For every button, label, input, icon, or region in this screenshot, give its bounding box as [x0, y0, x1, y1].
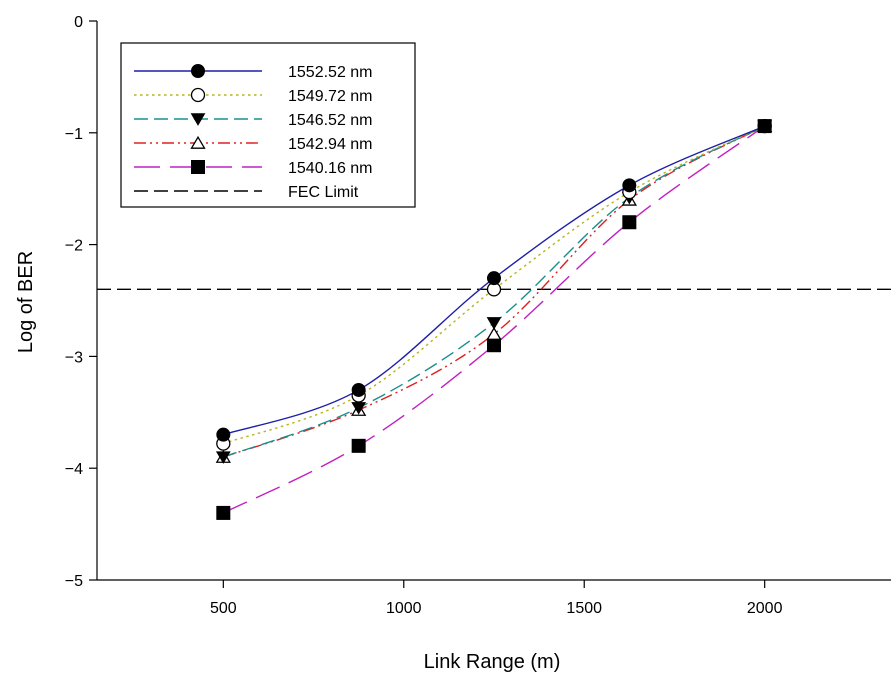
y-tick-label: 0 [74, 14, 83, 31]
series-1-point [351, 382, 366, 397]
legend-marker-2 [190, 87, 206, 103]
x-tick-label: 500 [210, 600, 237, 617]
legend-label-2: 1549.72 nm [288, 88, 373, 105]
series-line-5 [223, 125, 766, 514]
x-tick-label: 1000 [386, 600, 422, 617]
legend-marker-4 [190, 135, 206, 149]
series-3-point [215, 451, 231, 464]
x-tick-label: 2000 [747, 600, 783, 617]
legend: 1552.52 nm 1549.72 nm 1546.52 nm 1542.94 nm… [120, 42, 416, 208]
series-5-point [487, 338, 501, 353]
series-1-point [757, 119, 772, 134]
x-axis-title: Link Range (m) [424, 651, 561, 673]
legend-label-6: FEC Limit [288, 184, 359, 201]
y-tick-label: −1 [65, 126, 83, 143]
y-tick-label: −2 [65, 238, 83, 255]
y-axis-title: Log of BER [15, 251, 37, 353]
series-1-point [216, 427, 231, 442]
legend-marker-5 [191, 160, 205, 174]
series-1-point [487, 271, 501, 286]
legend-marker-3 [190, 113, 206, 126]
plot-area [97, 118, 891, 520]
series-4-point [486, 326, 502, 340]
series-5-point [351, 438, 366, 453]
legend-label-5: 1540.16 nm [288, 160, 373, 177]
series-3-point [486, 317, 502, 330]
legend-label-4: 1542.94 nm [288, 136, 373, 153]
legend-label-1: 1552.52 nm [288, 64, 373, 81]
legend-label-3: 1546.52 nm [288, 112, 373, 129]
axes: 500 1000 1500 2000 0 −1 −2 −3 −4 −5 [65, 14, 891, 617]
y-tick-label: −5 [65, 573, 83, 590]
series-5-point [622, 215, 637, 230]
y-tick-label: −3 [65, 349, 83, 366]
y-tick-label: −4 [65, 461, 83, 478]
series-5-point [216, 505, 231, 520]
legend-marker-1 [191, 64, 205, 78]
x-tick-label: 1500 [566, 600, 602, 617]
series-1-point [622, 178, 637, 193]
